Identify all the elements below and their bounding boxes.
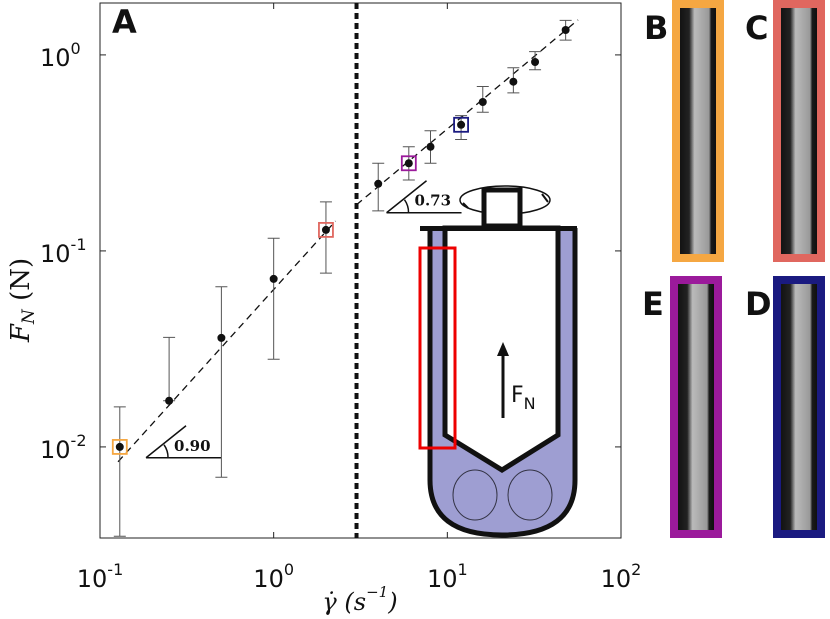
x-axis-label: γ̇ (s−1) (322, 583, 397, 616)
x-tick-exp: -1 (107, 560, 123, 579)
data-point (321, 225, 330, 234)
x-tick-label: 102 (601, 560, 642, 594)
y-tick-exp: -1 (71, 234, 87, 253)
data-point (404, 159, 413, 168)
y-tick-label: 10-1 (40, 234, 87, 267)
data-point (374, 179, 383, 188)
x-tick-base: 10 (253, 565, 284, 593)
y-tick-base: 10 (40, 44, 71, 72)
highlight-box (318, 221, 334, 238)
slope-triangle (386, 180, 462, 214)
error-bar (267, 237, 280, 360)
error-bar (113, 406, 126, 537)
fit-line (117, 220, 336, 463)
y-label-main: F (6, 323, 36, 343)
force-sub: N (524, 394, 536, 413)
force-label: F (511, 383, 524, 408)
panel-label: E (642, 285, 664, 323)
x-tick-exp: 0 (284, 560, 294, 579)
error-bar (215, 286, 228, 478)
schematic: FN (418, 185, 578, 538)
plot-frame (99, 2, 622, 539)
fit-line (356, 19, 579, 206)
data-point (426, 142, 435, 151)
panel-label: D (745, 285, 772, 323)
image-panel (773, 276, 825, 538)
x-label-exp: −1 (366, 583, 388, 601)
data-point (561, 25, 570, 34)
y-tick-exp: 0 (71, 38, 81, 57)
data-point (478, 98, 487, 107)
slope-label: 0.73 (415, 192, 452, 210)
panel-label: B (644, 9, 668, 47)
error-bar (163, 336, 176, 402)
y-tick-label: 10-2 (40, 430, 87, 464)
y-axis-label: FN (N) (6, 258, 39, 343)
highlight-box (453, 116, 469, 133)
data-point (531, 58, 540, 67)
x-tick-base: 10 (77, 565, 108, 593)
data-point (165, 396, 174, 405)
x-tick-exp: 1 (458, 560, 468, 579)
x-tick-exp: 2 (631, 560, 641, 579)
x-tick-label: 101 (427, 560, 468, 594)
y-tick-base: 10 (40, 436, 71, 464)
x-tick-label: 10-1 (77, 560, 124, 594)
image-panel (773, 0, 825, 262)
y-label-sub: N (19, 308, 39, 325)
data-point (217, 333, 226, 342)
y-tick-label: 100 (40, 38, 81, 72)
data-point (115, 442, 124, 451)
data-point (457, 120, 466, 129)
x-tick-base: 10 (601, 565, 632, 593)
svg-text:FN: FN (511, 383, 536, 413)
x-tick-base: 10 (427, 565, 458, 593)
x-label-main: γ̇ (s (322, 588, 366, 616)
image-panel (670, 276, 722, 538)
image-panel (672, 0, 724, 262)
slope-triangle (145, 425, 222, 459)
y-tick-base: 10 (40, 240, 71, 268)
slope-label: 0.90 (174, 437, 211, 455)
panel-label: C (745, 9, 768, 47)
highlight-box (111, 439, 128, 455)
data-point (509, 77, 518, 86)
data-point (269, 274, 278, 283)
highlight-box (400, 155, 417, 172)
y-label-end: (N) (6, 258, 36, 309)
x-label-end: ) (387, 588, 397, 616)
y-tick-exp: -2 (71, 430, 87, 449)
panel-label: A (112, 3, 137, 41)
x-tick-label: 100 (253, 560, 294, 594)
